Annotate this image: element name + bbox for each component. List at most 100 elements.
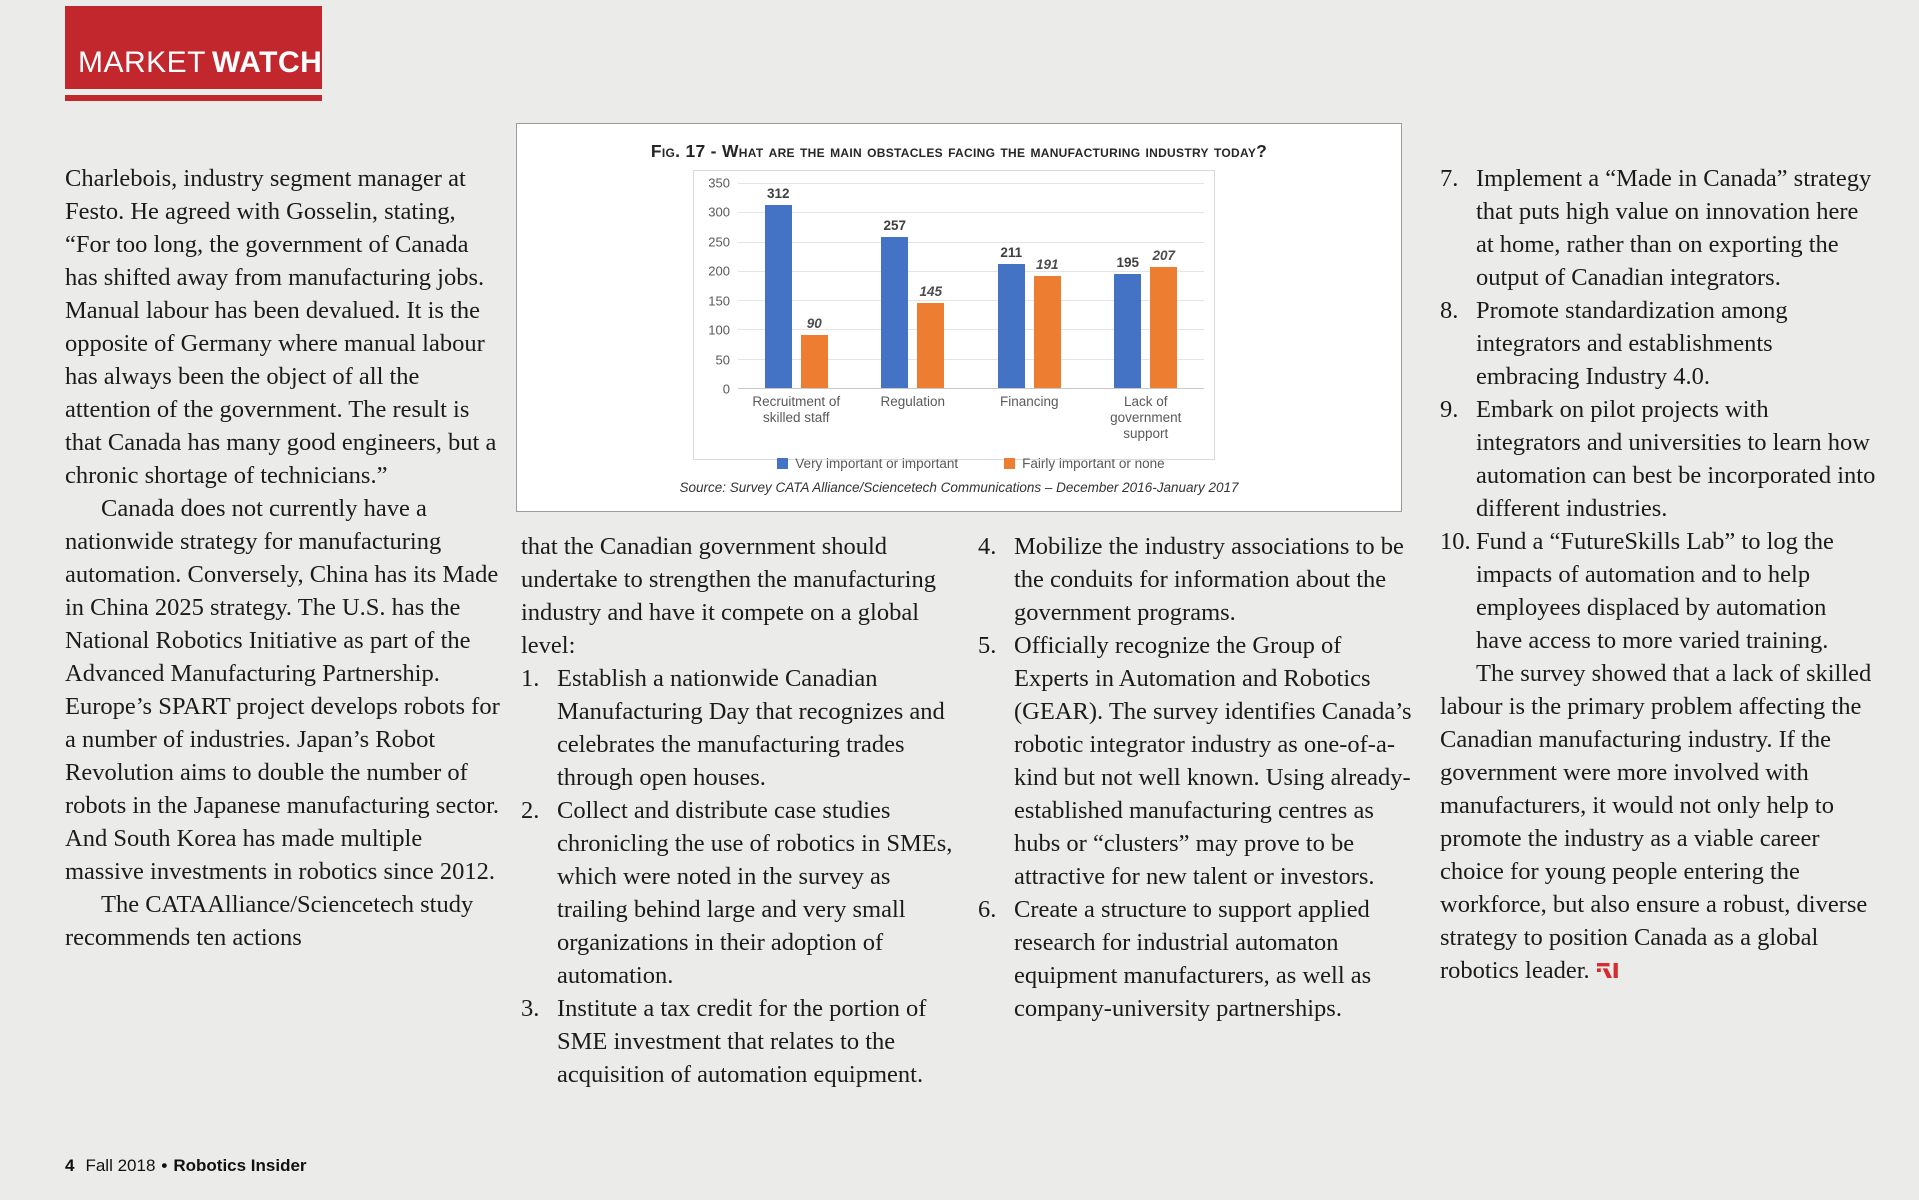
y-tick-label: 300 [708,204,730,220]
category-label: Lack of government support [1110,394,1182,442]
y-tick-label: 200 [708,263,730,279]
gridline [738,300,1204,302]
bar-orange: 191 [1033,257,1061,388]
bar-value-label: 145 [919,284,943,300]
list-item-text: Create a structure to support applied re… [1014,896,1372,1022]
article-column-1: Charlebois, industry segment manager at … [65,162,501,954]
chart-plot: 312 90 257 145 211 191 195 207 [738,183,1204,389]
list-item-number: 8. [1440,297,1459,324]
bar-value-label: 257 [883,218,907,234]
list-item: 8. Promote standardization among integrat… [1440,294,1878,393]
bar-orange: 90 [800,316,828,388]
action-list-7-10: 7. Implement a “Made in Canada” strategy … [1440,162,1878,657]
list-item: 10. Fund a “FutureSkills Lab” to log the … [1440,525,1878,657]
category-label: Recruitment of skilled staff [752,394,841,426]
page-number: 4 [65,1156,75,1175]
list-item: 6. Create a structure to support applied … [978,893,1420,1025]
bar-value-label: 195 [1116,254,1140,270]
list-item: 9. Embark on pilot projects with integrat… [1440,393,1878,525]
list-item-number: 3. [521,995,540,1022]
chart-category-axis: Recruitment of skilled staff Regulation Fi… [738,394,1204,443]
legend-swatch-icon [1004,457,1016,469]
bar-group: 211 191 [971,183,1088,388]
list-item: 1. Establish a nationwide Canadian Manufa… [521,662,957,794]
legend-label: Very important or important [795,455,959,471]
list-item-text: Fund a “FutureSkills Lab” to log the imp… [1476,528,1834,654]
list-item-text: Embark on pilot projects with integrator… [1476,396,1876,522]
brand-title-bold: WATCH [212,46,323,79]
gridline [738,270,1204,272]
chart-title: Fig. 17 - What are the main obstacles fa… [650,141,1268,161]
bar-value-label: 312 [766,186,790,202]
end-of-article-icon [1596,963,1618,978]
list-item: 2. Collect and distribute case studies ch… [521,794,957,992]
chart-legend: Very important or important Fairly import… [738,456,1204,471]
list-item: 3. Institute a tax credit for the portion… [521,992,957,1091]
brand-title-light: MARKET [78,46,207,79]
closing-paragraph: The survey showed that a lack of skilled… [1440,657,1878,987]
legend-label: Fairly important or none [1022,455,1165,471]
gridline [738,329,1204,331]
y-tick-label: 350 [708,175,730,191]
chart-figure: Fig. 17 - What are the main obstacles fa… [516,123,1402,512]
y-tick-label: 50 [715,352,730,368]
chart-body: 0 50 100 150 200 250 300 350 312 90 257 145 211 191 1… [698,176,1204,397]
bar-group: 257 145 [855,183,972,388]
gridline [738,212,1204,214]
closing-text: The survey showed that a lack of skilled… [1440,660,1872,984]
list-item-text: Institute a tax credit for the portion o… [557,995,927,1088]
brand-title: MARKET WATCH [78,46,322,80]
list-item-number: 9. [1440,396,1459,423]
list-item-number: 5. [978,632,997,659]
gridline [738,183,1204,184]
action-list-1-3: 1. Establish a nationwide Canadian Manufa… [521,662,957,1091]
y-tick-label: 0 [722,381,730,397]
gridline [738,241,1204,243]
chart-source: Source: Survey CATA Alliance/Sciencetech… [679,480,1239,495]
bar-group: 312 90 [738,183,855,388]
paragraph: that the Canadian government should unde… [521,533,936,659]
legend-item: Fairly important or none [1004,456,1165,471]
brand-underline [65,95,322,101]
bar-orange: 145 [917,284,945,388]
brand-banner: MARKET WATCH [65,6,322,89]
article-column-2: that the Canadian government should unde… [521,530,957,1091]
y-tick-label: 150 [708,293,730,309]
bar-blue: 257 [881,218,909,388]
bar-blue: 211 [997,245,1025,388]
legend-swatch-icon [777,457,789,469]
bar-value-label: 90 [806,316,822,332]
bar-group: 195 207 [1088,183,1205,388]
chart-y-axis: 0 50 100 150 200 250 300 350 [698,176,738,397]
category-label: Regulation [880,394,946,409]
list-item-number: 2. [521,797,540,824]
chart-frame: 0 50 100 150 200 250 300 350 312 90 257 145 211 191 1… [693,170,1215,471]
y-tick-label: 250 [708,234,730,250]
list-item-text: Collect and distribute case studies chro… [557,797,953,989]
list-item-text: Implement a “Made in Canada” strategy th… [1476,165,1872,291]
bar-blue: 195 [1114,255,1142,388]
list-item-number: 1. [521,665,540,692]
bar-blue: 312 [764,186,792,388]
article-column-4: 7. Implement a “Made in Canada” strategy … [1440,162,1878,987]
list-item-number: 10. [1440,528,1471,555]
issue-label: Fall 2018 [85,1156,156,1175]
page-footer: 4 Fall 2018 • Robotics Insider [65,1156,307,1176]
list-item: 5. Officially recognize the Group of Expe… [978,629,1420,893]
bar-value-label: 191 [1035,257,1059,273]
bar-value-label: 211 [1000,245,1023,261]
list-item-number: 7. [1440,165,1459,192]
category-label: Financing [999,394,1059,409]
paragraph: The CATAAlliance/Sciencetech study recom… [65,891,474,951]
article-column-3: 4. Mobilize the industry associations to … [978,530,1420,1025]
paragraph: Charlebois, industry segment manager at … [65,165,497,489]
list-item-text: Mobilize the industry associations to be… [1014,533,1404,626]
legend-item: Very important or important [777,456,958,471]
list-item-number: 6. [978,896,997,923]
bar-orange: 207 [1150,248,1178,388]
list-item: 7. Implement a “Made in Canada” strategy … [1440,162,1878,294]
bar-value-label: 207 [1152,247,1176,263]
publication-name: Robotics Insider [173,1156,307,1175]
y-tick-label: 100 [708,322,730,338]
